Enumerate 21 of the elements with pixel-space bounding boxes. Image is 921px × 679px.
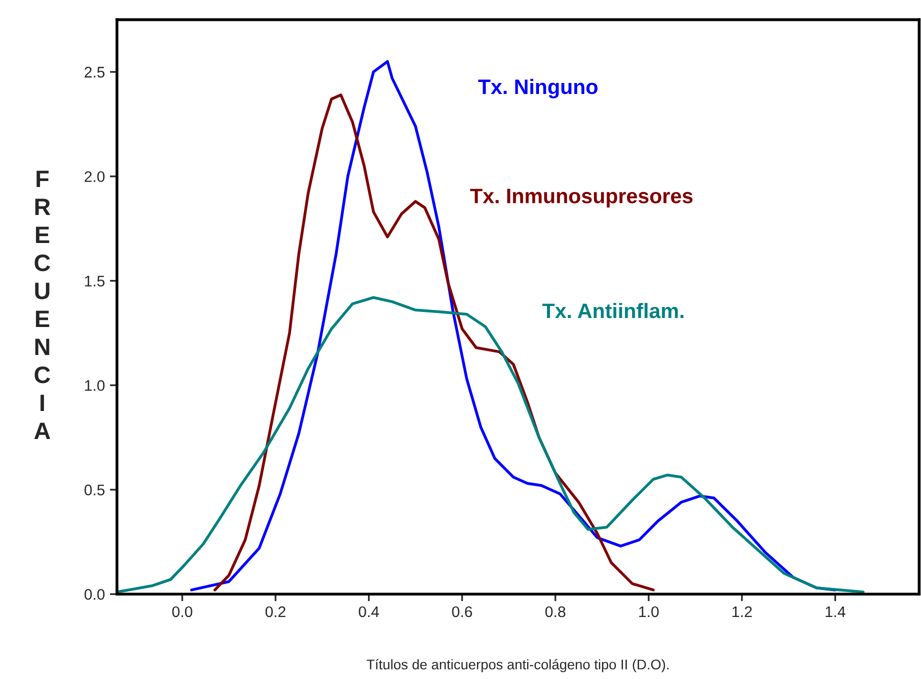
line-series — [190, 60, 837, 592]
x-axis-title: Títulos de anticuerpos anti-colágeno tipo II (D.O). — [366, 659, 668, 672]
x-tick-label: 0.4 — [358, 606, 379, 618]
y-tick-label: 0.0 — [84, 588, 105, 600]
y-tick-label: 1.0 — [85, 380, 105, 391]
y-tick-label: 0.5 — [84, 484, 105, 496]
x-tick-label: 1.2 — [732, 606, 752, 617]
x-tick-label: 1.0 — [639, 606, 659, 618]
y-tick-label: 1.5 — [85, 276, 105, 286]
x-tick-label: 0.0 — [172, 606, 192, 618]
text: FRECUENCIA — [34, 170, 50, 440]
x-tick-label: 1.4 — [826, 606, 846, 617]
y-tick-label: 2.0 — [84, 171, 105, 182]
x-tick-label: 0.2 — [266, 606, 286, 618]
x-tick-label: 0.6 — [452, 606, 472, 618]
text: Tx. Ninguno — [478, 78, 598, 98]
series-label: Tx. Inmunosupresores — [470, 188, 693, 208]
x-tick-label: 0.8 — [545, 606, 566, 618]
line-series — [116, 296, 865, 594]
y-tick-label: 2.5 — [84, 66, 105, 78]
text: Tx. Antiinflam. — [542, 302, 684, 318]
